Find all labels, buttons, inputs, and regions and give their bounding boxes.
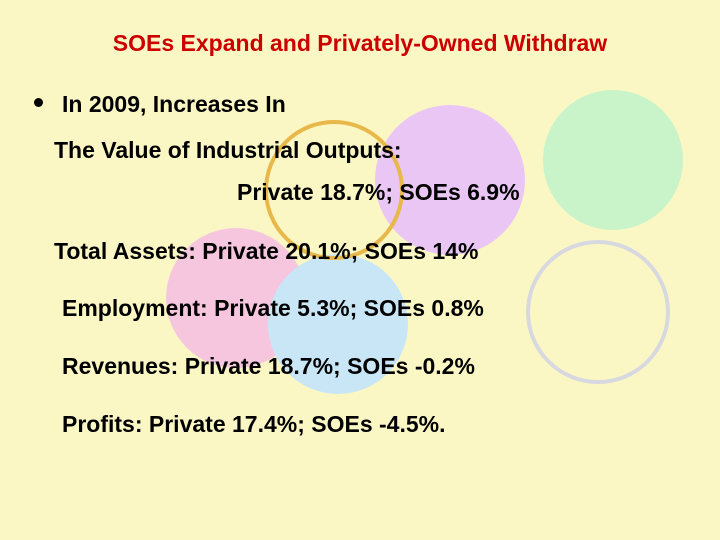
green-circle [543, 90, 683, 230]
line-industrial-outputs: The Value of Industrial Outputs: [54, 137, 402, 163]
line-employment: Employment: Private 5.3%; SOEs 0.8% [62, 295, 484, 321]
line-profits: Profits: Private 17.4%; SOEs -4.5%. [62, 411, 446, 437]
line-revenues: Revenues: Private 18.7%; SOEs -0.2% [62, 353, 475, 379]
violet-circle [375, 105, 525, 255]
orange-ring [264, 120, 404, 260]
line-total-assets: Total Assets: Private 20.1%; SOEs 14% [54, 238, 479, 264]
line-output-figures: Private 18.7%; SOEs 6.9% [237, 179, 520, 205]
grey-ring [526, 240, 670, 384]
slide-title: SOEs Expand and Privately-Owned Withdraw [112, 30, 608, 56]
blue-circle [268, 254, 408, 394]
bullet-heading: In 2009, Increases In [62, 91, 286, 117]
bullet-dot [34, 98, 43, 107]
